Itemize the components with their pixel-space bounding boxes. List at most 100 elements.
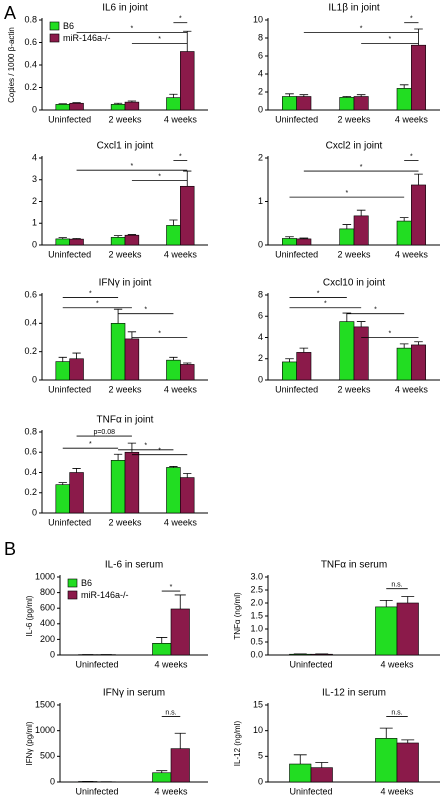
legend-label: B6 [63,21,74,31]
error-bar [169,356,178,361]
error-bar [58,482,67,485]
x-tick-label: 2 weeks [108,517,142,527]
error-bar [169,93,178,98]
error-bar [356,321,366,327]
significance-label: * [360,164,363,171]
x-tick-label: Uninfected [48,114,91,124]
legend-swatch [67,590,78,600]
error-bar [156,770,168,773]
y-tick-label: 400 [40,618,55,628]
y-tick-label: 8 [258,289,263,299]
significance-label: * [410,16,413,23]
x-tick-label: Uninfected [48,249,91,259]
error-bar [315,762,329,768]
x-tick-label: 4 weeks [164,517,198,527]
y-tick-label: 0.2 [24,487,37,497]
significance-label: * [410,153,413,160]
y-tick-label: 0.4 [24,467,37,477]
y-tick-label: 0 [32,374,37,384]
bar [170,748,190,783]
significance-label: * [158,448,161,455]
bar [124,451,140,514]
error-bar [113,235,123,238]
y-tick-label: 0.6 [24,37,37,47]
y-axis-label: Copies / 1000 β-actin [7,27,16,103]
y-tick-label: 0 [258,374,263,384]
y-tick-label: 0.8 [24,426,37,436]
error-bar [342,224,352,229]
error-bar [399,217,409,222]
bar [180,364,195,381]
y-tick-label: 15 [253,699,263,709]
error-bar [169,466,178,468]
error-bar [127,234,137,236]
bar [110,237,126,246]
y-tick-label: 0 [32,507,37,517]
error-bar [113,453,123,461]
bar [396,602,419,656]
y-tick-label: 0.2 [24,82,37,92]
error-bar [183,362,192,365]
bar [152,772,172,783]
bar [353,215,369,246]
x-tick-label: 2 weeks [108,384,142,394]
bar [296,352,312,381]
bar [282,361,297,381]
y-tick-label: 0 [258,239,263,249]
y-tick-label: 10 [253,725,263,735]
panel-label: A [4,3,16,23]
bar [339,97,355,111]
error-bar [72,352,81,359]
error-bar [414,341,423,345]
error-bar [379,600,393,607]
y-tick-label: 0.8 [24,14,37,24]
bar [55,361,70,381]
chart-title: Cxcl10 in joint [323,278,385,289]
significance-label: * [345,190,348,197]
bar [124,101,140,111]
error-bar [356,94,366,97]
x-tick-label: Uninfected [75,786,118,796]
legend-swatch [49,21,60,31]
significance-label: * [131,25,134,32]
y-tick-label: 2 [258,353,263,363]
bar [110,460,126,514]
significance-label: * [374,307,377,314]
y-tick-label: 2 [258,152,263,162]
significance-label: * [388,330,391,337]
y-tick-label: 1 [32,218,37,228]
error-bar [169,219,178,226]
y-tick-label: 800 [40,587,55,597]
x-tick-label: Uninfected [289,786,332,796]
x-tick-label: 4 weeks [154,786,188,796]
x-tick-label: 4 weeks [164,249,198,259]
x-tick-label: Uninfected [275,384,318,394]
significance-label: * [388,36,391,43]
x-tick-label: 4 weeks [380,659,414,669]
error-bar [299,94,309,97]
error-bar [401,596,415,603]
bar [69,102,84,111]
x-tick-label: 4 weeks [395,249,429,259]
significance-label: n.s. [391,709,402,716]
bar [411,344,426,381]
bar [289,763,312,783]
bar [396,742,419,783]
bar [375,606,398,656]
y-tick-label: 0.4 [24,59,37,69]
bar [180,477,195,514]
y-tick-label: 0 [258,104,263,114]
bar [396,347,412,381]
error-bar [113,102,123,105]
y-tick-label: 200 [40,634,55,644]
chart-title: IFNγ in serum [103,688,165,699]
x-tick-label: Uninfected [275,249,318,259]
error-bar [156,637,168,644]
error-bar [127,100,137,103]
y-tick-label: 1.5 [250,610,263,620]
x-tick-label: 4 weeks [395,114,429,124]
y-axis-label: IFNγ (pg/ml) [25,721,34,765]
significance-label: * [96,301,99,308]
error-bar [401,739,415,743]
